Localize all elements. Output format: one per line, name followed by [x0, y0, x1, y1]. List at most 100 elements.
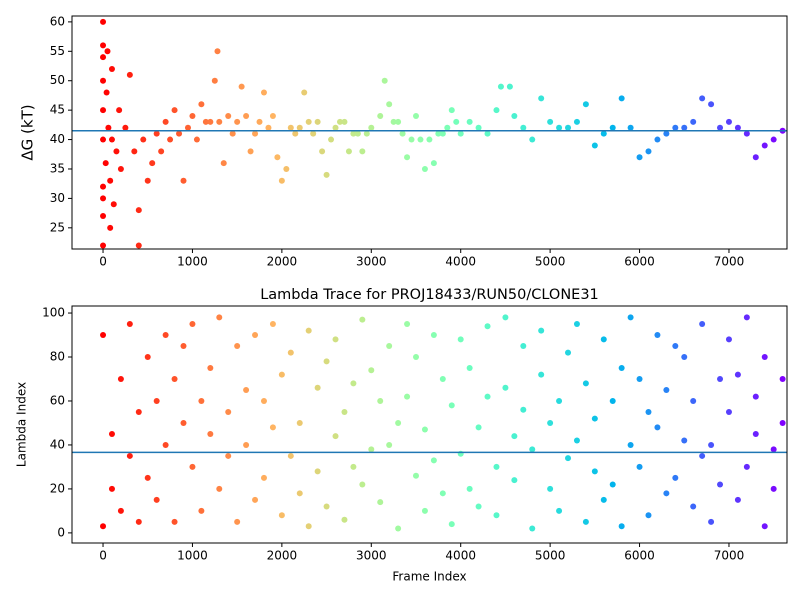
point: [305, 327, 312, 334]
point: [135, 207, 142, 214]
point: [538, 327, 545, 334]
point: [529, 446, 536, 453]
point: [171, 518, 178, 525]
point: [260, 89, 267, 96]
point: [448, 107, 455, 114]
point: [144, 177, 151, 184]
point: [296, 490, 303, 497]
point: [708, 441, 715, 448]
point: [269, 321, 276, 328]
point: [408, 136, 415, 143]
point: [100, 136, 107, 143]
point: [690, 397, 697, 404]
point: [681, 354, 688, 361]
point: [131, 148, 138, 155]
point: [116, 107, 123, 114]
point: [475, 124, 482, 131]
point: [582, 518, 589, 525]
point: [377, 113, 384, 120]
point: [359, 481, 366, 488]
point: [234, 118, 241, 125]
y-tick-label: 100: [42, 306, 65, 320]
point: [198, 507, 205, 514]
point: [404, 321, 411, 328]
point: [511, 433, 518, 440]
point: [180, 343, 187, 350]
point: [171, 375, 178, 382]
point: [645, 512, 652, 519]
point: [216, 118, 223, 125]
point: [314, 468, 321, 475]
point: [100, 183, 107, 190]
point: [386, 101, 393, 108]
point: [752, 393, 759, 400]
point: [600, 496, 607, 503]
point: [126, 71, 133, 78]
point: [341, 516, 348, 523]
point: [269, 424, 276, 431]
point: [556, 124, 563, 131]
point: [725, 118, 732, 125]
point: [573, 321, 580, 328]
point: [238, 83, 245, 90]
y-tick-label: 0: [57, 525, 65, 539]
point: [243, 386, 250, 393]
point: [350, 463, 357, 470]
point: [761, 142, 768, 149]
point: [287, 349, 294, 356]
point: [556, 397, 563, 404]
point: [381, 77, 388, 84]
point: [323, 358, 330, 365]
point: [216, 485, 223, 492]
point: [323, 503, 330, 510]
point: [672, 124, 679, 131]
point: [278, 512, 285, 519]
point: [256, 118, 263, 125]
point: [359, 316, 366, 323]
point: [529, 136, 536, 143]
point: [779, 419, 786, 426]
point: [618, 95, 625, 102]
point: [609, 481, 616, 488]
x-tick-label: 2000: [267, 549, 298, 563]
point: [565, 455, 572, 462]
point: [421, 165, 428, 172]
x-tick-label: 5000: [535, 549, 566, 563]
point: [690, 503, 697, 510]
point: [108, 430, 115, 437]
x-tick-label: 3000: [356, 549, 387, 563]
point: [171, 107, 178, 114]
point: [126, 452, 133, 459]
point: [502, 384, 509, 391]
point: [734, 124, 741, 131]
point: [448, 521, 455, 528]
point: [734, 496, 741, 503]
point: [216, 314, 223, 321]
point: [444, 124, 451, 131]
point: [426, 136, 433, 143]
point: [502, 314, 509, 321]
y-tick-label: 50: [50, 73, 65, 87]
point: [100, 213, 107, 220]
point: [100, 107, 107, 114]
point: [332, 336, 339, 343]
y-tick-label: 80: [50, 350, 65, 364]
point: [520, 124, 527, 131]
point: [591, 142, 598, 149]
point: [287, 124, 294, 131]
point: [779, 375, 786, 382]
point: [435, 130, 442, 137]
point: [770, 485, 777, 492]
point: [135, 408, 142, 415]
point: [107, 177, 114, 184]
y-axis-label: Lambda Index: [15, 382, 29, 467]
point: [609, 397, 616, 404]
point: [363, 130, 370, 137]
axes-frame: [71, 15, 788, 250]
y-tick-label: 45: [50, 103, 65, 117]
point: [274, 154, 281, 161]
point: [752, 154, 759, 161]
point: [102, 160, 109, 167]
point: [681, 437, 688, 444]
